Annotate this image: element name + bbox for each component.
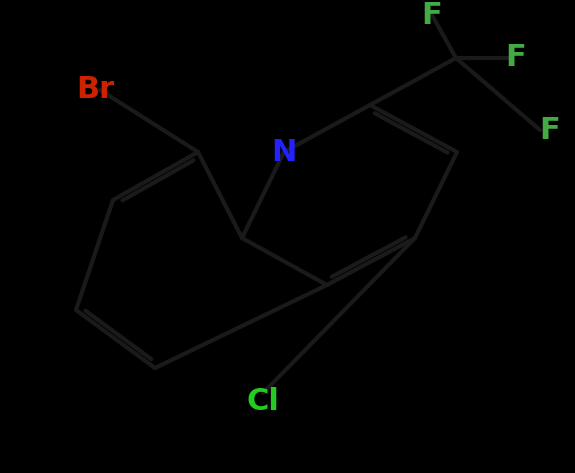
Text: Br: Br [76, 76, 114, 105]
Text: F: F [421, 0, 442, 29]
Text: N: N [271, 138, 297, 166]
Text: F: F [505, 44, 526, 72]
Text: F: F [539, 115, 561, 144]
Text: Cl: Cl [247, 386, 279, 415]
